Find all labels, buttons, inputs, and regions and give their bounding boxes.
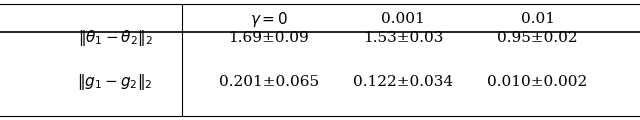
Text: $\|g_1 - g_2\|_2$: $\|g_1 - g_2\|_2$	[77, 72, 153, 92]
Text: 0.122±0.034: 0.122±0.034	[353, 75, 453, 89]
Text: 1.69±0.09: 1.69±0.09	[228, 31, 309, 45]
Text: 0.001: 0.001	[381, 12, 425, 26]
Text: 0.010±0.002: 0.010±0.002	[488, 75, 588, 89]
Text: 0.95±0.02: 0.95±0.02	[497, 31, 578, 45]
Text: $\|\theta_1 - \theta_2\|_2$: $\|\theta_1 - \theta_2\|_2$	[77, 28, 153, 48]
Text: $\gamma = 0$: $\gamma = 0$	[250, 10, 288, 29]
Text: 0.01: 0.01	[520, 12, 555, 26]
Text: 1.53±0.03: 1.53±0.03	[363, 31, 444, 45]
Text: 0.201±0.065: 0.201±0.065	[219, 75, 319, 89]
